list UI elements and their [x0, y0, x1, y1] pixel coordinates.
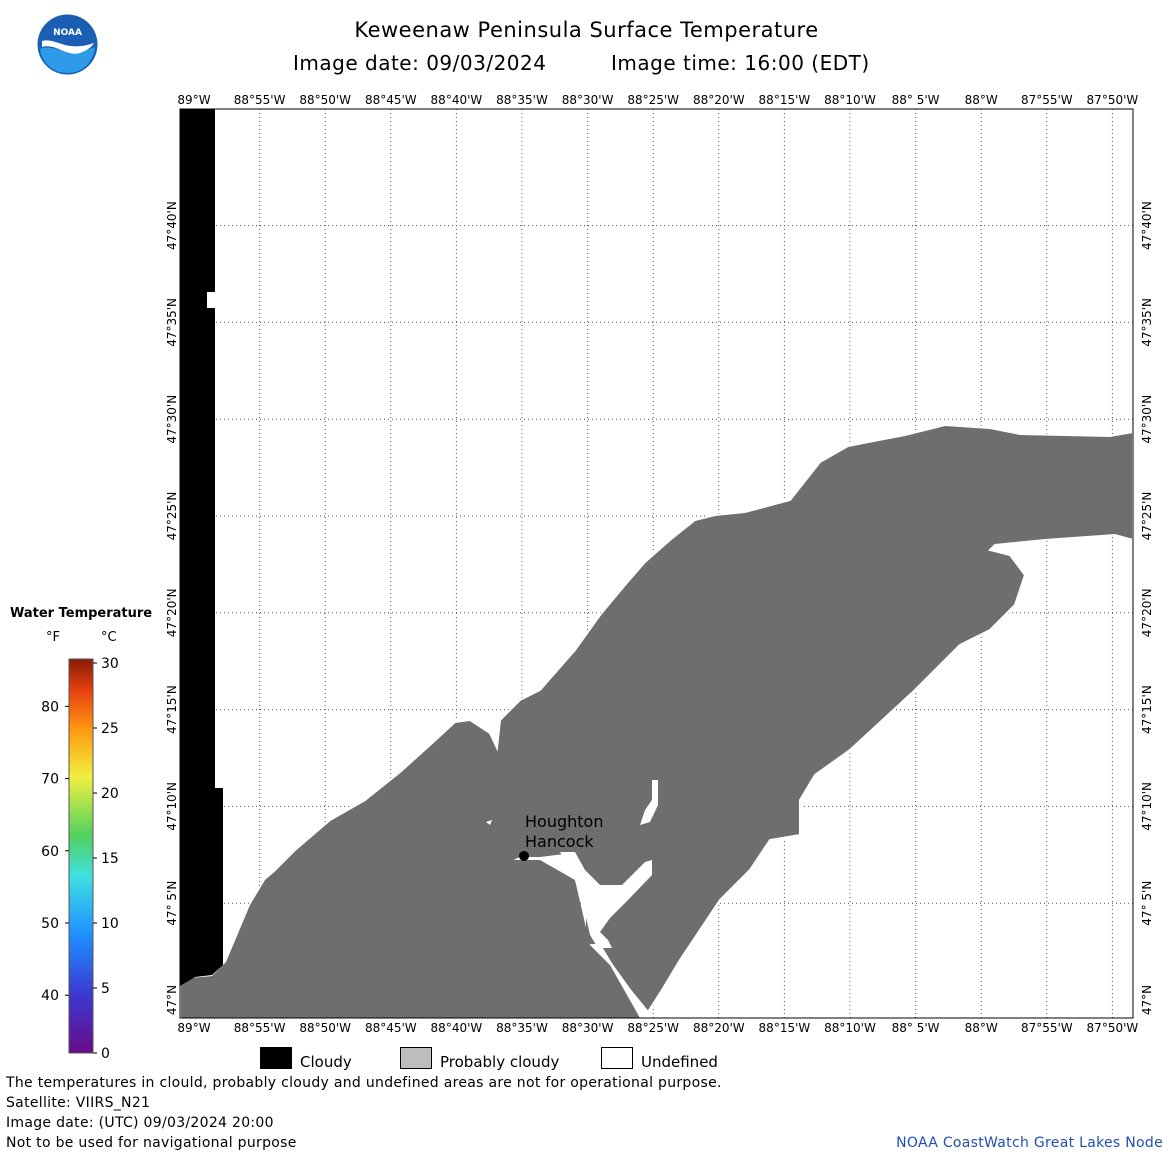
longitude-label: 88° 5'W [892, 93, 940, 107]
latitude-label: 47°30'N [165, 395, 179, 444]
longitude-label: 88°W [965, 1021, 998, 1035]
land-southern-area [182, 850, 640, 1018]
colorbar-f-unit: °F [46, 630, 60, 645]
noaa-logo: NOAA [37, 14, 98, 75]
houghton-hancock-marker [519, 851, 529, 861]
longitude-label: 88°40'W [431, 93, 483, 107]
cloud-strip-west [180, 109, 223, 986]
latitude-label: 47°20'N [1140, 588, 1154, 637]
navigation-warning-text: Not to be used for navigational purpose [6, 1135, 297, 1151]
latitude-label: 47°20'N [165, 588, 179, 637]
colorbar-c-tick-label: 15 [101, 851, 119, 867]
longitude-label: 88°35'W [496, 93, 548, 107]
longitude-label: 88°50'W [299, 1021, 351, 1035]
image-date-label: Image date: 09/03/2024 [293, 51, 547, 75]
longitude-label: 88°15'W [759, 93, 811, 107]
longitude-label: 89°W [177, 1021, 210, 1035]
legend-swatch-probably-cloudy [400, 1047, 432, 1069]
latitude-labels-left: 47°N 47° 5'N 47°10'N 47°15'N 47°20'N 47°25'N 4… [165, 201, 179, 1015]
legend-swatch-cloudy [260, 1047, 292, 1069]
colorbar-f-tick-label: 40 [41, 988, 59, 1004]
small-lake-marker [486, 820, 492, 825]
satellite-text: Satellite: VIIRS_N21 [6, 1095, 151, 1111]
disclaimer-text: The temperatures in clould, probably clo… [6, 1075, 722, 1091]
colorbar-c-tick-label: 30 [101, 656, 119, 672]
longitude-labels-bottom: 89°W 88°55'W 88°50'W 88°45'W 88°40'W 88°35'W 8… [177, 1021, 1138, 1035]
longitude-label: 88°50'W [299, 93, 351, 107]
longitude-label: 88°45'W [365, 1021, 417, 1035]
latitude-label: 47°40'N [1140, 201, 1154, 250]
colorbar-f-tick-label: 50 [41, 916, 59, 932]
torch-lake [640, 780, 658, 825]
longitude-label: 88°25'W [627, 93, 679, 107]
colorbar-c-tick-label: 5 [101, 981, 110, 997]
latitude-label: 47°N [1140, 985, 1154, 1015]
longitude-label: 87°50'W [1087, 93, 1139, 107]
place-label-hancock: Hancock [525, 832, 594, 851]
longitude-label: 87°50'W [1087, 1021, 1139, 1035]
colorbar-f-tick-label: 60 [41, 844, 59, 860]
latitude-label: 47°15'N [1140, 685, 1154, 734]
longitude-labels-top: 89°W 88°55'W 88°50'W 88°45'W 88°40'W 88°35'W 8… [177, 93, 1138, 107]
longitude-label: 88°30'W [562, 1021, 614, 1035]
longitude-label: 87°55'W [1021, 1021, 1073, 1035]
latitude-label: 47° 5'N [1140, 881, 1154, 926]
latitude-label: 47° 5'N [165, 881, 179, 926]
colorbar-c-unit: °C [101, 630, 117, 645]
colorbar-c-ticks: 30 25 20 15 10 5 0 [93, 656, 119, 1062]
longitude-label: 88°40'W [431, 1021, 483, 1035]
longitude-label: 88°W [965, 93, 998, 107]
latitude-label: 47°40'N [165, 201, 179, 250]
colorbar-gradient [68, 658, 94, 1054]
longitude-label: 88°25'W [627, 1021, 679, 1035]
longitude-label: 88°35'W [496, 1021, 548, 1035]
longitude-label: 88°10'W [824, 93, 876, 107]
latitude-labels-right: 47°N 47° 5'N 47°10'N 47°15'N 47°20'N 47°25'N 4… [1140, 201, 1154, 1015]
colorbar-f-tick-label: 70 [41, 772, 59, 788]
legend-swatch-undefined [601, 1047, 633, 1069]
longitude-label: 88°20'W [693, 93, 745, 107]
latitude-label: 47°10'N [1140, 782, 1154, 831]
image-time-label: Image time: 16:00 (EDT) [611, 51, 870, 75]
latitude-label: 47°35'N [165, 298, 179, 347]
map-title: Keweenaw Peninsula Surface Temperature [354, 18, 819, 42]
latitude-label: 47°25'N [1140, 492, 1154, 541]
latitude-label: 47°35'N [1140, 298, 1154, 347]
latitude-label: 47°30'N [1140, 395, 1154, 444]
longitude-label: 88°30'W [562, 93, 614, 107]
colorbar-c-tick-label: 25 [101, 721, 119, 737]
latitude-label: 47°15'N [165, 685, 179, 734]
portage-canal [560, 852, 652, 948]
latitude-label: 47°10'N [165, 782, 179, 831]
noaa-logo-text: NOAA [53, 28, 82, 38]
utc-date-text: Image date: (UTC) 09/03/2024 20:00 [6, 1115, 274, 1131]
latitude-label: 47°N [165, 985, 179, 1015]
credit-text: NOAA CoastWatch Great Lakes Node [896, 1135, 1163, 1151]
colorbar-c-tick-label: 10 [101, 916, 119, 932]
legend-label-probably-cloudy: Probably cloudy [440, 1053, 560, 1071]
latitude-label: 47°25'N [165, 492, 179, 541]
legend-label-undefined: Undefined [641, 1053, 718, 1071]
colorbar-f-ticks: 80 70 60 50 40 [41, 699, 69, 1004]
place-label-houghton: Houghton [525, 812, 603, 831]
longitude-label: 88°55'W [234, 1021, 286, 1035]
longitude-label: 88° 5'W [892, 1021, 940, 1035]
colorbar-c-tick-label: 20 [101, 786, 119, 802]
legend-label-cloudy: Cloudy [300, 1053, 352, 1071]
colorbar-c-tick-label: 0 [101, 1046, 110, 1062]
map-frame [179, 108, 1134, 1019]
longitude-label: 88°55'W [234, 93, 286, 107]
colorbar-f-tick-label: 80 [41, 699, 59, 715]
longitude-label: 87°55'W [1021, 93, 1073, 107]
longitude-label: 88°45'W [365, 93, 417, 107]
longitude-label: 88°20'W [693, 1021, 745, 1035]
longitude-label: 88°10'W [824, 1021, 876, 1035]
longitude-label: 88°15'W [759, 1021, 811, 1035]
longitude-label: 89°W [177, 93, 210, 107]
colorbar-title: Water Temperature [10, 606, 153, 621]
